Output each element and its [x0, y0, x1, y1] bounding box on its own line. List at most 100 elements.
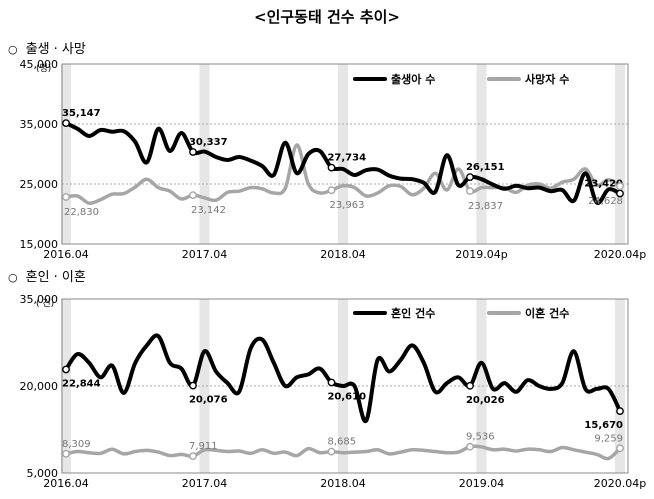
x-tick-label: 2019.04p [455, 248, 507, 261]
data-point [215, 371, 216, 372]
data-point [227, 451, 228, 452]
x-tick-label: 2020.04p [594, 248, 646, 261]
data-point [112, 365, 113, 366]
data-point [389, 453, 390, 454]
data-point [227, 159, 228, 160]
data-point [366, 451, 367, 452]
data-point [354, 187, 355, 188]
data-point [516, 450, 517, 451]
data-point [308, 153, 309, 154]
data-point [262, 339, 263, 340]
x-tick-label: 2018.04 [320, 477, 366, 490]
data-point [423, 450, 424, 451]
data-point [77, 128, 78, 129]
data-point [89, 452, 90, 453]
data-point [181, 454, 182, 455]
data-point [585, 452, 586, 453]
data-point [296, 144, 297, 145]
april-band [476, 64, 487, 244]
data-point [262, 449, 263, 450]
data-marker [62, 193, 70, 201]
data-point [446, 383, 447, 384]
data-point [527, 188, 528, 189]
y-tick-label: 45,000 [20, 58, 59, 71]
data-point [562, 189, 563, 190]
data-point [400, 186, 401, 187]
data-point [169, 455, 170, 456]
data-point [296, 173, 297, 174]
data-point [458, 452, 459, 453]
data-marker [466, 381, 474, 390]
data-marker [327, 186, 336, 195]
data-point [135, 186, 136, 187]
april-band [199, 299, 210, 473]
data-point [481, 179, 482, 180]
data-point [377, 359, 378, 360]
data-point [446, 189, 447, 190]
data-point [342, 168, 343, 169]
data-marker [189, 381, 197, 390]
data-point [146, 162, 147, 163]
data-point [389, 175, 390, 176]
data-marker [327, 378, 336, 387]
data-point [608, 388, 609, 389]
data-point [573, 200, 574, 201]
data-point [412, 449, 413, 450]
data-point [377, 449, 378, 450]
data-point [423, 362, 424, 363]
data-point [296, 377, 297, 378]
data-point [262, 188, 263, 189]
data-point [516, 391, 517, 392]
y-tick-label: 35,000 [20, 293, 59, 306]
data-point [135, 362, 136, 363]
data-point [123, 193, 124, 194]
data-marker [189, 452, 197, 460]
data-point [123, 453, 124, 454]
data-point [89, 135, 90, 136]
legend-label: 사망자 수 [525, 72, 569, 86]
data-point [412, 179, 413, 180]
data-point [239, 191, 240, 192]
data-point [319, 192, 320, 193]
data-point [77, 354, 78, 355]
data-point [504, 188, 505, 189]
data-point [89, 203, 90, 204]
data-point [400, 359, 401, 360]
data-point [400, 452, 401, 453]
data-point [250, 348, 251, 349]
legend-label: 혼인 건수 [391, 306, 435, 320]
data-point [250, 187, 251, 188]
data-label: 20,026 [466, 395, 505, 406]
data-marker [466, 442, 474, 451]
data-point [285, 188, 286, 189]
data-marker [189, 191, 197, 200]
data-marker [466, 173, 474, 182]
data-point [446, 155, 447, 156]
data-label: 35,147 [62, 108, 101, 119]
data-label: 27,734 [327, 153, 366, 164]
data-point [100, 199, 101, 200]
section-label: 혼인 · 이혼 [25, 270, 86, 285]
data-point [366, 420, 367, 421]
data-label: 9,259 [594, 433, 623, 444]
legend-label: 출생아 수 [391, 72, 435, 86]
data-point [169, 150, 170, 151]
data-point [204, 351, 205, 352]
data-point [516, 192, 517, 193]
data-marker [616, 407, 624, 415]
data-point [89, 362, 90, 363]
data-point [308, 374, 309, 375]
data-point [585, 388, 586, 389]
data-point [215, 156, 216, 157]
section-title-birth-death: ○ 출생 · 사망 [8, 38, 86, 57]
data-point [527, 380, 528, 381]
y-tick-label: 35,000 [20, 118, 59, 131]
data-point [354, 452, 355, 453]
data-point [169, 191, 170, 192]
data-point [239, 156, 240, 157]
x-tick-label: 2020.04p [594, 477, 646, 490]
data-point [123, 392, 124, 393]
data-point [204, 151, 205, 152]
data-point [400, 178, 401, 179]
